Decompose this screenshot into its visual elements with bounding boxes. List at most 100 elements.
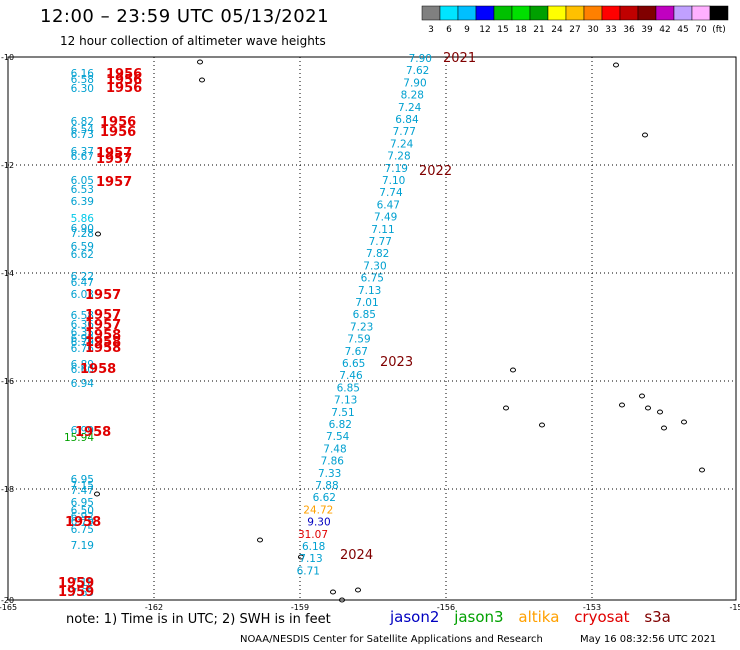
satellite-legend: jason2 jason3 altika cryosat s3a	[390, 608, 681, 626]
satellite-s3a: s3a	[644, 608, 671, 626]
left-wave-value: 7.19	[71, 540, 94, 552]
track-wave-value: 7.62	[406, 65, 429, 77]
left-year-label: 1958	[85, 341, 121, 356]
island-outline	[619, 402, 625, 408]
left-wave-value: 7.47	[71, 485, 94, 497]
island-outline	[661, 425, 667, 431]
track-wave-value: 7.88	[315, 480, 338, 492]
left-wave-value: 6.89	[71, 359, 94, 371]
left-wave-value: 6.35	[71, 327, 94, 339]
island-outline	[257, 537, 263, 543]
left-wave-value: 6.94	[71, 378, 95, 390]
x-tick-label: -165	[0, 603, 17, 612]
y-tick-label: -20	[1, 596, 14, 605]
track-wave-value: 7.77	[393, 126, 416, 138]
left-wave-value: 6.59	[71, 241, 94, 253]
track-wave-value: 7.13	[358, 285, 381, 297]
y-tick-label: -16	[1, 377, 14, 386]
left-year-label: 1959	[58, 585, 94, 600]
island-outline	[298, 554, 304, 560]
map-frame	[7, 56, 737, 601]
colorbar-label: 42	[659, 25, 670, 34]
left-wave-value: 6.03	[71, 289, 94, 301]
left-wave-value: 6.67	[71, 151, 94, 163]
colorbar-label: 36	[623, 25, 635, 34]
left-wave-value: 6.54	[71, 124, 95, 136]
track-year-label: 2021	[443, 51, 476, 66]
y-tick-label: -10	[1, 53, 14, 62]
track-year-label: 2024	[340, 548, 373, 563]
left-year-label: 1956	[100, 125, 136, 140]
track-wave-value: 6.71	[297, 565, 320, 577]
colorbar-label: 70	[695, 25, 707, 34]
left-wave-value: 6.79	[71, 516, 94, 528]
island-outline	[657, 409, 663, 415]
island-outline	[94, 491, 100, 497]
colorbar-label: 24	[551, 25, 563, 34]
y-tick-label: -18	[1, 485, 14, 494]
left-wave-value: 6.92	[71, 511, 94, 523]
island-outline	[642, 132, 648, 138]
left-year-label: 1957	[85, 318, 121, 333]
footer-note: note: 1) Time is in UTC; 2) SWH is in fe…	[66, 612, 331, 627]
left-wave-value: 6.53	[71, 184, 94, 196]
left-wave-value: 7.65	[71, 587, 94, 599]
map-title: 12:00 – 23:59 UTC 05/13/2021	[40, 6, 330, 27]
track-wave-value: 24.72	[303, 504, 333, 516]
left-year-label: 1956	[100, 115, 136, 130]
left-wave-value: 6.58	[71, 310, 94, 322]
satellite-altika: altika	[518, 608, 560, 626]
generated-timestamp: May 16 08:32:56 UTC 2021	[580, 634, 717, 645]
colorbar-label: 39	[641, 25, 653, 34]
track-wave-value: 7.77	[369, 236, 392, 248]
track-wave-value: 7.13	[334, 395, 357, 407]
track-wave-value: 6.18	[302, 541, 325, 553]
track-wave-value: 6.85	[353, 309, 376, 321]
left-year-label: 1957	[96, 152, 132, 167]
left-year-label: 1957	[96, 175, 132, 190]
island-outline	[330, 589, 336, 595]
track-wave-value: 6.82	[329, 419, 352, 431]
track-wave-value: 7.46	[339, 370, 363, 382]
island-outline	[510, 367, 516, 373]
left-wave-value: 6.58	[71, 74, 94, 86]
track-wave-value: 7.90	[409, 53, 432, 65]
track-wave-value: 7.24	[390, 138, 414, 150]
left-year-label: 1958	[85, 328, 121, 343]
x-tick-label: -162	[145, 603, 163, 612]
left-wave-value: 6.50	[71, 505, 94, 517]
left-wave-value: 7.15	[71, 480, 94, 492]
colorbar-label: 18	[515, 25, 527, 34]
track-wave-value: 6.47	[377, 199, 400, 211]
track-wave-value: 7.51	[331, 407, 354, 419]
left-wave-value: 6.95	[71, 474, 94, 486]
left-wave-value: 6.36	[71, 319, 95, 331]
y-tick-label: -14	[1, 269, 14, 278]
left-wave-value: 6.99	[71, 425, 94, 437]
satellite-jason2: jason2	[390, 608, 440, 626]
track-wave-value: 8.28	[401, 90, 424, 102]
track-wave-value: 7.59	[347, 334, 370, 346]
island-outline	[95, 231, 101, 237]
left-year-label: 1959	[58, 576, 94, 591]
left-year-label: 1957	[96, 146, 132, 161]
colorbar-label: 33	[605, 25, 616, 34]
track-wave-value: 31.07	[298, 529, 328, 541]
left-wave-value: 6.16	[71, 68, 95, 80]
x-tick-label: -153	[583, 603, 601, 612]
left-wave-value: 6.76	[71, 343, 95, 355]
y-tick-label: -12	[1, 161, 14, 170]
satellite-cryosat: cryosat	[574, 608, 630, 626]
track-year-label: 2022	[419, 164, 452, 179]
left-wave-value: 6.62	[71, 249, 94, 261]
track-wave-value: 7.48	[323, 443, 346, 455]
island-outline	[639, 393, 645, 399]
track-wave-value: 7.74	[379, 187, 403, 199]
track-year-label: 2023	[380, 355, 413, 370]
colorbar-label: 9	[464, 25, 470, 34]
left-wave-value: 6.47	[71, 277, 94, 289]
map-subtitle: 12 hour collection of altimeter wave hei…	[60, 34, 326, 48]
left-wave-value: 6.92	[71, 333, 94, 345]
track-wave-value: 7.23	[350, 321, 373, 333]
track-wave-value: 6.65	[342, 358, 365, 370]
